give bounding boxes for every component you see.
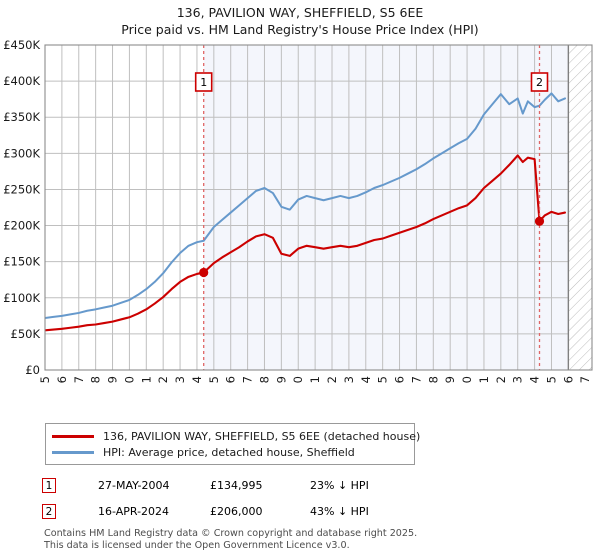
- svg-text:2015: 2015: [376, 376, 390, 383]
- svg-text:2014: 2014: [359, 376, 373, 383]
- svg-text:£400K: £400K: [3, 74, 40, 88]
- legend-label-price-paid: 136, PAVILION WAY, SHEFFIELD, S5 6EE (de…: [103, 429, 421, 443]
- chart-title-line-1: 136, PAVILION WAY, SHEFFIELD, S5 6EE: [176, 5, 424, 20]
- svg-text:2002: 2002: [156, 376, 170, 383]
- svg-text:2024: 2024: [528, 376, 542, 383]
- footer-line-2: This data is licensed under the Open Gov…: [44, 539, 350, 551]
- chart-title-line-2: Price paid vs. HM Land Registry's House …: [121, 22, 479, 37]
- svg-text:2000: 2000: [122, 376, 136, 383]
- footer-line-1: Contains HM Land Registry data © Crown c…: [44, 528, 418, 539]
- data-series-layer: [45, 92, 567, 332]
- svg-text:2026: 2026: [561, 376, 575, 383]
- svg-text:2025: 2025: [544, 376, 558, 383]
- svg-text:2027: 2027: [578, 376, 592, 383]
- svg-text:2019: 2019: [443, 376, 457, 383]
- svg-text:2: 2: [536, 76, 543, 89]
- svg-text:2010: 2010: [291, 376, 305, 383]
- plot-background: [45, 45, 593, 370]
- table-row: 1 27-MAY-2004 £134,995 23% ↓ HPI: [42, 472, 462, 498]
- svg-text:1: 1: [200, 76, 207, 89]
- svg-text:2020: 2020: [460, 376, 474, 383]
- svg-text:£300K: £300K: [3, 146, 40, 160]
- svg-text:1998: 1998: [89, 376, 103, 383]
- page-title: 136, PAVILION WAY, SHEFFIELD, S5 6EE Pri…: [0, 4, 600, 38]
- svg-text:2016: 2016: [393, 376, 407, 383]
- svg-text:2005: 2005: [207, 376, 221, 383]
- svg-text:2012: 2012: [325, 376, 339, 383]
- svg-text:£0: £0: [25, 363, 40, 377]
- svg-text:2018: 2018: [426, 376, 440, 383]
- svg-text:2022: 2022: [494, 376, 508, 383]
- svg-text:£250K: £250K: [3, 182, 40, 196]
- x-axis-tick-labels: 1995199619971998199920002001200220032004…: [38, 376, 592, 383]
- legend-item-hpi: HPI: Average price, detached house, Shef…: [52, 444, 408, 460]
- svg-text:£100K: £100K: [3, 291, 40, 305]
- legend-swatch-price-paid: [52, 434, 94, 438]
- svg-text:£150K: £150K: [3, 255, 40, 269]
- legend-item-price-paid: 136, PAVILION WAY, SHEFFIELD, S5 6EE (de…: [52, 428, 420, 444]
- svg-text:2001: 2001: [139, 376, 153, 383]
- transaction-marker-badge-1: 1: [42, 477, 56, 493]
- svg-text:2006: 2006: [224, 376, 238, 383]
- transaction-hpi-delta-1: 23% ↓ HPI: [310, 478, 369, 492]
- legend-label-hpi: HPI: Average price, detached house, Shef…: [103, 445, 355, 459]
- svg-text:2013: 2013: [342, 376, 356, 383]
- legend-swatch-hpi: [52, 450, 94, 454]
- svg-text:1997: 1997: [72, 376, 86, 383]
- y-axis-tick-labels: £0 £50K £100K £150K £200K £250K £300K £350K £400…: [3, 38, 40, 377]
- table-row: 2 16-APR-2024 £206,000 43% ↓ HPI: [42, 498, 462, 524]
- transaction-price-1: £134,995: [210, 478, 263, 492]
- transaction-date-1: 27-MAY-2004: [98, 478, 170, 492]
- svg-text:2003: 2003: [173, 376, 187, 383]
- transactions-table: 1 27-MAY-2004 £134,995 23% ↓ HPI 2 16-AP…: [42, 472, 462, 524]
- svg-text:2008: 2008: [257, 376, 271, 383]
- svg-text:1999: 1999: [106, 376, 120, 383]
- svg-text:2004: 2004: [190, 376, 204, 383]
- svg-text:1995: 1995: [38, 376, 52, 383]
- svg-text:2017: 2017: [409, 376, 423, 383]
- svg-text:£50K: £50K: [11, 327, 41, 341]
- svg-text:1996: 1996: [55, 376, 69, 383]
- svg-text:2021: 2021: [477, 376, 491, 383]
- plot-frame: [44, 44, 593, 371]
- projection-hatch-region: [567, 45, 592, 370]
- transaction-date-2: 16-APR-2024: [98, 504, 170, 518]
- svg-text:£200K: £200K: [3, 219, 40, 233]
- transaction-price-2: £206,000: [210, 504, 263, 518]
- chart-legend: 136, PAVILION WAY, SHEFFIELD, S5 6EE (de…: [45, 423, 420, 465]
- attribution-footer: Contains HM Land Registry data © Crown c…: [44, 528, 584, 551]
- svg-text:2007: 2007: [241, 376, 255, 383]
- transaction-hpi-delta-2: 43% ↓ HPI: [310, 504, 369, 518]
- svg-text:2009: 2009: [274, 376, 288, 383]
- transaction-marker-badge-2: 2: [42, 503, 56, 519]
- svg-text:2011: 2011: [308, 376, 322, 383]
- svg-text:£350K: £350K: [3, 110, 40, 124]
- svg-text:2023: 2023: [511, 376, 525, 383]
- svg-text:£450K: £450K: [3, 38, 40, 52]
